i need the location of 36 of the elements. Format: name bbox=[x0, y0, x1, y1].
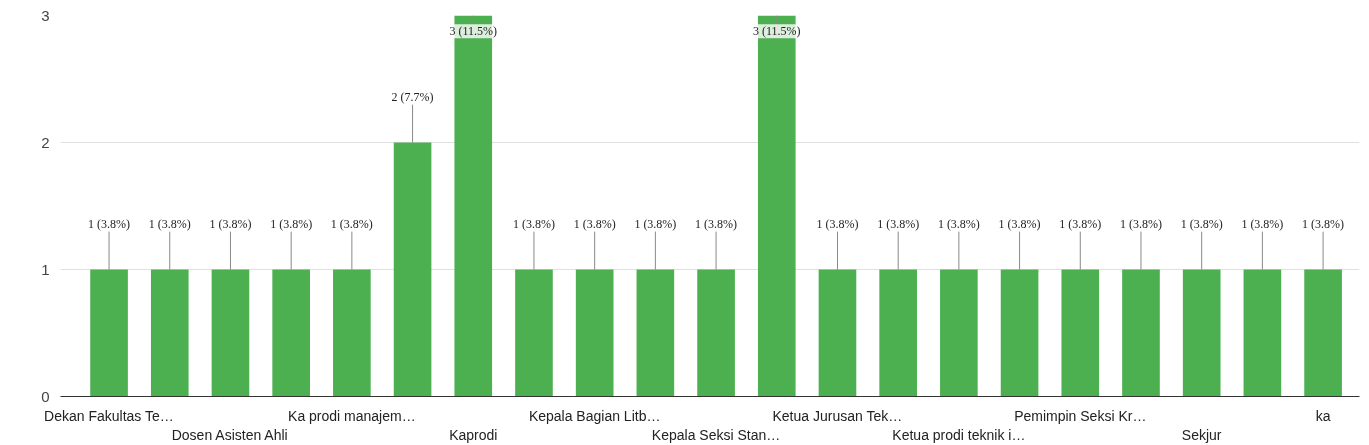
x-tick-label: Kepala Bagian Litb… bbox=[528, 407, 661, 424]
data-label: 1 (3.8%) bbox=[512, 217, 555, 232]
x-tick-label: Kaprodi bbox=[449, 426, 498, 443]
x-tick-label: Pemimpin Seksi Kr… bbox=[1014, 407, 1147, 424]
data-label: 1 (3.8%) bbox=[695, 217, 738, 232]
data-label: 1 (3.8%) bbox=[1302, 217, 1345, 232]
x-tick-label: Dosen Asisten Ahli bbox=[171, 426, 288, 443]
data-label: 1 (3.8%) bbox=[1119, 217, 1162, 232]
data-label: 1 (3.8%) bbox=[877, 217, 920, 232]
y-tick-label: 3 bbox=[41, 6, 50, 24]
x-tick-label: Ketua prodi teknik i… bbox=[892, 426, 1026, 443]
y-tick-label: 0 bbox=[41, 387, 50, 405]
data-label: 1 (3.8%) bbox=[270, 217, 313, 232]
data-label: 1 (3.8%) bbox=[573, 217, 616, 232]
data-label: 1 (3.8%) bbox=[998, 217, 1041, 232]
data-label: 1 (3.8%) bbox=[88, 217, 131, 232]
x-tick-label: Sekjur bbox=[1181, 426, 1222, 443]
data-label: 3 (11.5%) bbox=[753, 24, 801, 39]
data-label: 1 (3.8%) bbox=[816, 217, 859, 232]
x-tick-label: Kepala Seksi Stan… bbox=[651, 426, 781, 443]
x-tick-label: Ka prodi manajem… bbox=[288, 407, 416, 424]
y-tick-label: 1 bbox=[41, 260, 50, 278]
x-tick-label: Dekan Fakultas Te… bbox=[44, 407, 174, 424]
data-label: 1 (3.8%) bbox=[937, 217, 980, 232]
data-label: 1 (3.8%) bbox=[148, 217, 191, 232]
y-tick-label: 2 bbox=[41, 133, 50, 151]
data-label: 2 (7.7%) bbox=[391, 90, 434, 105]
x-tick-label: Ketua Jurusan Tek… bbox=[772, 407, 903, 424]
data-label: 1 (3.8%) bbox=[1241, 217, 1284, 232]
data-label: 1 (3.8%) bbox=[1180, 217, 1223, 232]
x-tick-label: ka bbox=[1315, 407, 1331, 424]
data-label: 1 (3.8%) bbox=[330, 217, 373, 232]
data-label: 1 (3.8%) bbox=[634, 217, 677, 232]
data-label: 3 (11.5%) bbox=[449, 24, 498, 39]
data-label: 1 (3.8%) bbox=[1059, 217, 1102, 232]
data-label: 1 (3.8%) bbox=[209, 217, 252, 232]
